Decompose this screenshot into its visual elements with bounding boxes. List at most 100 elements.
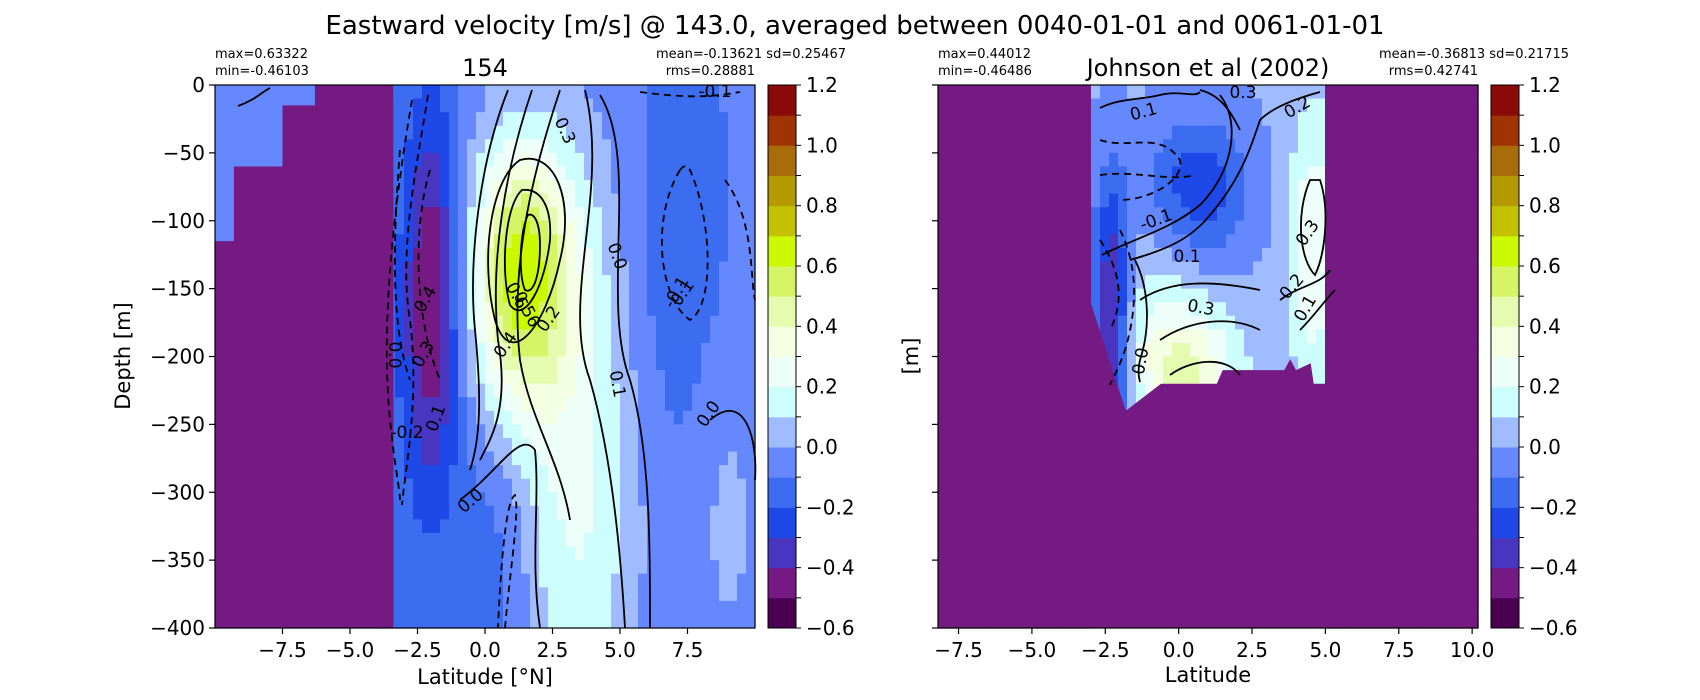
heatmap-cell bbox=[1343, 600, 1353, 616]
heatmap-cell bbox=[1415, 478, 1425, 493]
heatmap-cell bbox=[1010, 356, 1020, 371]
heatmap-cell bbox=[746, 478, 756, 493]
heatmap-cell bbox=[629, 139, 639, 154]
heatmap-cell bbox=[1217, 261, 1227, 276]
heatmap-cell bbox=[710, 329, 720, 344]
heatmap-cell bbox=[1280, 125, 1290, 140]
heatmap-cell bbox=[1082, 85, 1092, 100]
heatmap-cell bbox=[965, 247, 975, 263]
heatmap-cell bbox=[1163, 247, 1173, 263]
heatmap-cell bbox=[1325, 275, 1335, 290]
heatmap-cell bbox=[557, 573, 567, 588]
heatmap-cell bbox=[1433, 166, 1443, 181]
heatmap-cell bbox=[737, 451, 747, 466]
heatmap-cell bbox=[530, 410, 540, 425]
heatmap-cell bbox=[431, 532, 441, 548]
heatmap-cell bbox=[440, 193, 450, 208]
heatmap-cell bbox=[467, 587, 477, 602]
heatmap-cell bbox=[512, 465, 522, 480]
heatmap-cell bbox=[992, 98, 1002, 113]
heatmap-cell bbox=[548, 465, 558, 480]
heatmap-cell bbox=[1406, 546, 1416, 561]
heatmap-cell bbox=[1415, 614, 1425, 629]
heatmap-cell bbox=[683, 342, 693, 358]
heatmap-cell bbox=[404, 587, 414, 602]
heatmap-cell bbox=[1001, 139, 1011, 154]
heatmap-cell bbox=[1334, 519, 1344, 534]
heatmap-cell bbox=[1091, 125, 1101, 140]
heatmap-cell bbox=[1343, 546, 1353, 561]
heatmap-cell bbox=[1280, 193, 1290, 208]
heatmap-cell bbox=[521, 207, 531, 222]
heatmap-cell bbox=[1226, 152, 1236, 168]
heatmap-cell bbox=[530, 600, 540, 616]
heatmap-cell bbox=[1145, 356, 1155, 371]
heatmap-cell bbox=[1379, 302, 1389, 317]
heatmap-cell bbox=[557, 125, 567, 140]
heatmap-cell bbox=[593, 247, 603, 263]
heatmap-cell bbox=[512, 505, 522, 520]
heatmap-cell bbox=[566, 478, 576, 493]
heatmap-cell bbox=[494, 288, 504, 303]
heatmap-cell bbox=[458, 532, 468, 548]
heatmap-cell bbox=[692, 424, 702, 439]
heatmap-cell bbox=[947, 410, 957, 425]
heatmap-cell bbox=[1406, 139, 1416, 154]
heatmap-cell bbox=[1253, 98, 1263, 113]
heatmap-cell bbox=[956, 383, 966, 398]
heatmap-cell bbox=[974, 383, 984, 398]
heatmap-cell bbox=[1397, 397, 1407, 412]
heatmap-cell bbox=[422, 85, 432, 100]
heatmap-cell bbox=[1397, 519, 1407, 534]
heatmap-cell bbox=[1325, 573, 1335, 588]
heatmap-cell bbox=[656, 560, 666, 575]
heatmap-cell bbox=[665, 451, 675, 466]
heatmap-cell bbox=[1064, 370, 1074, 385]
heatmap-cell bbox=[233, 85, 243, 100]
heatmap-cell bbox=[575, 112, 585, 127]
heatmap-cell bbox=[1055, 166, 1065, 181]
heatmap-cell bbox=[1460, 370, 1470, 385]
heatmap-cell bbox=[947, 152, 957, 168]
heatmap-cell bbox=[665, 288, 675, 303]
heatmap-cell bbox=[1037, 383, 1047, 398]
heatmap-cell bbox=[1028, 315, 1038, 330]
heatmap-cell bbox=[1055, 288, 1065, 303]
heatmap-cell bbox=[566, 193, 576, 208]
heatmap-cell bbox=[1469, 98, 1479, 113]
heatmap-cell bbox=[1037, 600, 1047, 616]
heatmap-cell bbox=[1415, 180, 1425, 195]
heatmap-cell bbox=[512, 424, 522, 439]
heatmap-cell bbox=[674, 193, 684, 208]
heatmap-cell bbox=[584, 560, 594, 575]
heatmap-cell bbox=[1118, 98, 1128, 113]
heatmap-cell bbox=[1010, 85, 1020, 100]
heatmap-cell bbox=[974, 152, 984, 168]
heatmap-cell bbox=[458, 220, 468, 235]
heatmap-cell bbox=[422, 302, 432, 317]
heatmap-cell bbox=[1280, 247, 1290, 263]
heatmap-cell bbox=[983, 302, 993, 317]
heatmap-cell bbox=[1208, 342, 1218, 358]
heatmap-cell bbox=[1334, 193, 1344, 208]
heatmap-cell bbox=[602, 247, 612, 263]
heatmap-cell bbox=[728, 587, 738, 602]
heatmap-cell bbox=[1406, 519, 1416, 534]
heatmap-cell bbox=[449, 234, 459, 249]
heatmap-cell bbox=[992, 180, 1002, 195]
heatmap-cell bbox=[1307, 247, 1317, 263]
heatmap-cell bbox=[983, 207, 993, 222]
heatmap-cell bbox=[665, 532, 675, 548]
heatmap-cell bbox=[431, 424, 441, 439]
heatmap-cell bbox=[1010, 288, 1020, 303]
heatmap-cell bbox=[1064, 587, 1074, 602]
heatmap-cell bbox=[728, 288, 738, 303]
heatmap-cell bbox=[638, 424, 648, 439]
heatmap-cell bbox=[1082, 573, 1092, 588]
heatmap-cell bbox=[692, 152, 702, 168]
heatmap-cell bbox=[548, 152, 558, 168]
heatmap-cell bbox=[512, 383, 522, 398]
heatmap-cell bbox=[494, 85, 504, 100]
heatmap-cell bbox=[710, 139, 720, 154]
heatmap-cell bbox=[638, 587, 648, 602]
